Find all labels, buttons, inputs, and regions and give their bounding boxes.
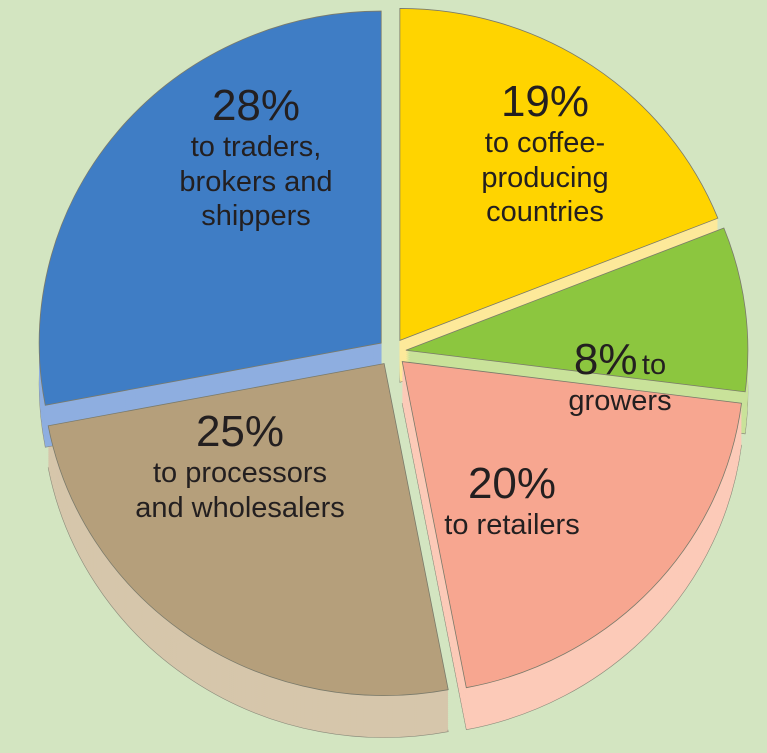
category-label: to processors and wholesalers <box>135 457 345 524</box>
category-label: to growers <box>568 349 672 418</box>
slice <box>47 363 449 696</box>
slice <box>401 361 742 689</box>
category-label: to coffee- producing countries <box>481 127 609 228</box>
percent-label: 8% <box>573 335 638 384</box>
slice-label: 8% to growers <box>547 335 694 419</box>
slice-label: 25% to processors and wholesalers <box>135 407 345 525</box>
percent-label: 20% <box>467 459 557 508</box>
percent-label: 28% <box>211 81 301 130</box>
slice <box>405 227 749 393</box>
percent-label: 19% <box>500 77 590 126</box>
category-label: to traders, brokers and shippers <box>179 131 333 232</box>
slice-label: 20% to retailers <box>444 459 580 543</box>
slice-label: 19% to coffee- producing countries <box>481 77 609 229</box>
category-label: to retailers <box>444 509 580 542</box>
percent-label: 25% <box>195 407 285 456</box>
slice-label: 28% to traders, brokers and shippers <box>179 81 333 233</box>
slice <box>399 8 719 342</box>
slice <box>38 10 382 406</box>
